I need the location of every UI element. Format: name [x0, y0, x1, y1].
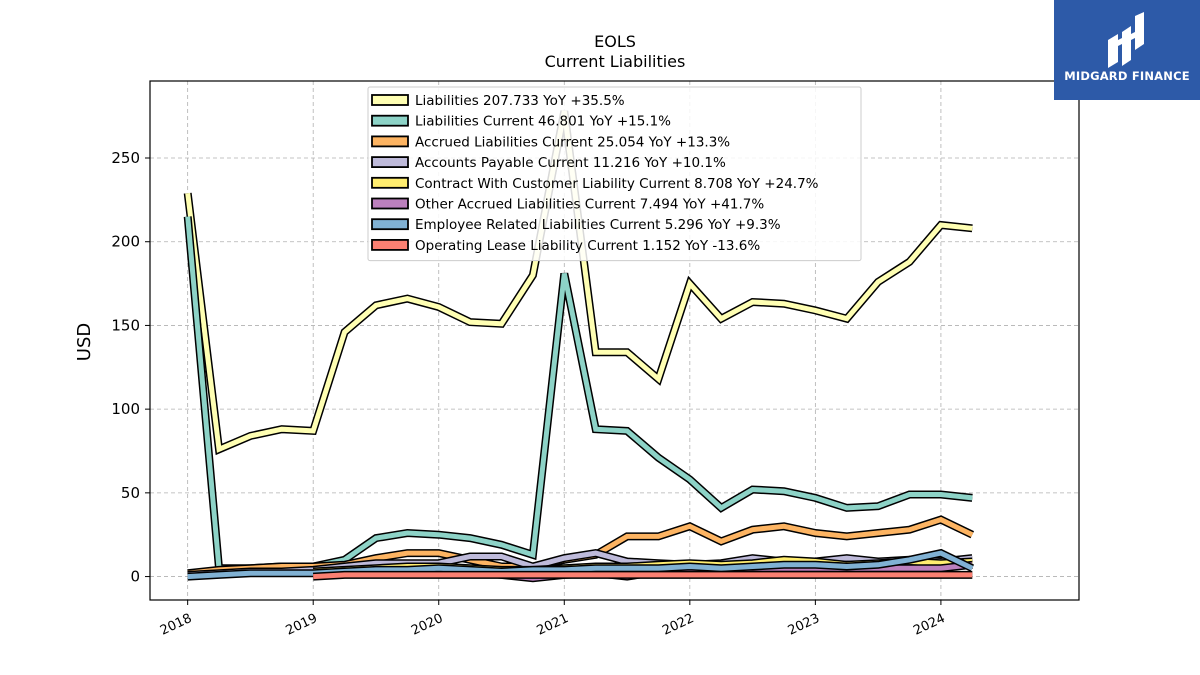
x-tick-label: 2021	[535, 611, 571, 639]
x-tick-label: 2018	[158, 611, 194, 639]
legend-entry: Liabilities Current 46.801 YoY +15.1%	[415, 114, 671, 130]
legend-swatch	[371, 135, 409, 148]
chart-title: EOLS	[594, 32, 636, 51]
brand-logo: MIDGARD FINANCE	[1054, 0, 1200, 100]
y-axis-label: USD	[74, 323, 95, 361]
legend-swatch	[371, 218, 409, 231]
series-line-fill	[185, 216, 973, 571]
series-line-fill	[313, 572, 973, 580]
legend-entry: Liabilities 207.733 YoY +35.5%	[415, 93, 625, 109]
legend-entry: Contract With Customer Liability Current…	[415, 176, 819, 192]
y-tick-label: 150	[111, 316, 140, 334]
series-line-outline	[183, 216, 973, 573]
legend-box	[367, 86, 862, 262]
plot-frame	[149, 80, 1080, 601]
legend-swatch	[371, 176, 409, 189]
legend: Liabilities 207.733 YoY +35.5% Liabilitie…	[367, 86, 862, 262]
y-tick-label: 250	[111, 149, 140, 167]
x-tick-label: 2022	[660, 611, 696, 639]
x-tick-label: 2020	[409, 611, 445, 639]
legend-swatch	[371, 156, 409, 169]
y-tick-label: 100	[111, 400, 140, 418]
legend-entry: Accounts Payable Current 11.216 YoY +10.…	[415, 155, 726, 171]
x-tick-label: 2023	[786, 611, 822, 639]
legend-swatch	[371, 114, 409, 127]
legend-entry: Accrued Liabilities Current 25.054 YoY +…	[415, 134, 730, 150]
midgard-logo-icon	[1108, 12, 1144, 68]
brand-name: MIDGARD FINANCE	[1064, 69, 1190, 83]
legend-swatch	[371, 238, 409, 251]
legend-swatch	[371, 94, 409, 106]
series-line	[312, 570, 973, 581]
legend-swatch	[371, 197, 409, 210]
x-tick-label: 2019	[284, 611, 320, 639]
series-line	[183, 216, 973, 573]
legend-entry: Other Accrued Liabilities Current 7.494 …	[415, 197, 764, 213]
chart-subtitle: Current Liabilities	[545, 52, 686, 71]
legend-entry: Operating Lease Liability Current 1.152 …	[415, 238, 760, 254]
y-tick-label: 200	[111, 233, 140, 251]
y-tick-label: 50	[121, 484, 140, 502]
y-tick-label: 0	[130, 568, 140, 586]
x-tick-label: 2024	[911, 611, 947, 639]
legend-entry: Employee Related Liabilities Current 5.2…	[415, 217, 781, 233]
